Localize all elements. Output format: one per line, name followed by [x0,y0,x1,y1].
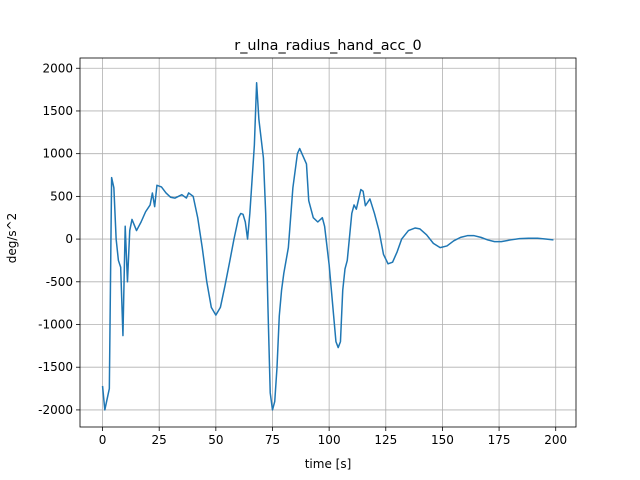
x-tick-label: 200 [544,433,567,447]
x-tick-label: 0 [99,433,107,447]
data-line [101,82,554,411]
x-tick-label: 50 [208,433,223,447]
y-tick-label: -500 [46,275,73,289]
x-tick-label: 175 [488,433,511,447]
y-tick-label: 500 [50,189,73,203]
y-tick-label: 2000 [42,61,73,75]
axes-frame [79,57,577,428]
chart-title: r_ulna_radius_hand_acc_0 [234,38,421,54]
x-tick-label: 100 [318,433,341,447]
x-tick-label: 25 [152,433,167,447]
y-tick-label: -1500 [38,360,73,374]
x-tick-label: 150 [431,433,454,447]
y-tick-label: 0 [65,232,73,246]
y-tick-label: -2000 [38,403,73,417]
y-tick-label: -1000 [38,318,73,332]
y-tick-label: 1000 [42,147,73,161]
x-axis-label: time [s] [305,457,352,471]
x-tick-label: 75 [265,433,280,447]
x-tick-label: 125 [374,433,397,447]
y-axis-label: deg/s^2 [5,213,19,264]
y-tick-label: 1500 [42,104,73,118]
